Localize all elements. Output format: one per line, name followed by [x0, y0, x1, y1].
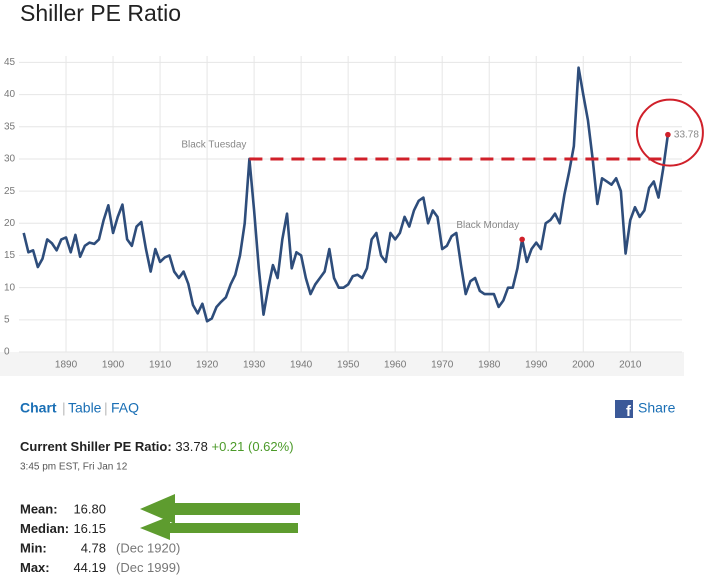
x-tick-label: 1990	[525, 360, 548, 371]
nav-sep: |	[62, 400, 66, 416]
y-tick-label: 30	[4, 154, 16, 165]
annotation-dot	[519, 236, 525, 243]
x-tick-label: 1920	[196, 360, 219, 371]
stat-date: (Dec 1999)	[116, 560, 180, 575]
y-tick-label: 20	[4, 218, 16, 229]
timestamp: 3:45 pm EST, Fri Jan 12	[20, 462, 128, 473]
series-line	[22, 66, 670, 323]
x-tick-label: 1980	[478, 360, 501, 371]
stat-value: 16.80	[73, 501, 106, 516]
green-arrow	[140, 516, 298, 540]
current-label: Current Shiller PE Ratio:	[20, 439, 172, 454]
nav-table[interactable]: Table	[68, 400, 102, 416]
x-tick-label: 2010	[619, 360, 642, 371]
nav-sep: |	[104, 400, 108, 416]
y-tick-label: 25	[4, 186, 16, 197]
y-tick-label: 45	[4, 57, 16, 68]
highlight-circle	[635, 98, 704, 167]
stat-value: 44.19	[73, 560, 106, 575]
y-tick-label: 5	[4, 314, 10, 325]
current-change: +0.21 (0.62%)	[212, 439, 294, 454]
current-line: Current Shiller PE Ratio: 33.78 +0.21 (0…	[20, 439, 294, 454]
y-tick-label: 0	[4, 347, 10, 358]
stat-label: Min:	[20, 540, 47, 555]
facebook-icon[interactable]	[615, 400, 633, 418]
stat-date: (Dec 1920)	[116, 540, 180, 555]
x-tick-label: 2000	[572, 360, 595, 371]
facebook-f: f	[626, 403, 632, 420]
annotation-label: Black Tuesday	[181, 140, 246, 151]
stat-value: 4.78	[81, 540, 106, 555]
x-tick-label: 1960	[384, 360, 407, 371]
share-link[interactable]: Share	[638, 400, 676, 416]
annotation-label: 33.78	[674, 129, 699, 140]
y-tick-label: 15	[4, 250, 16, 261]
chart-title: Shiller PE Ratio	[20, 0, 181, 26]
y-tick-label: 10	[4, 282, 16, 293]
x-tick-label: 1910	[149, 360, 172, 371]
green-arrow	[140, 494, 300, 524]
chart: 0 5 10 15 20 25 30 35 40 45 1890 1900 1910 1920 1930 19…	[4, 56, 704, 371]
nav-faq[interactable]: FAQ	[111, 400, 139, 416]
current-value: 33.78	[175, 439, 208, 454]
x-tick-label: 1890	[55, 360, 78, 371]
stat-label: Max:	[20, 560, 50, 575]
x-tick-label: 1940	[290, 360, 313, 371]
x-tick-label: 1970	[431, 360, 454, 371]
x-axis-band	[0, 352, 684, 376]
annotation-label: Black Monday	[456, 220, 519, 231]
stat-label: Mean:	[20, 501, 58, 516]
stat-value: 16.15	[73, 521, 106, 536]
y-tick-label: 35	[4, 121, 16, 132]
y-tick-label: 40	[4, 89, 16, 100]
x-tick-label: 1950	[337, 360, 360, 371]
nav-chart[interactable]: Chart	[20, 400, 57, 416]
stat-label: Median:	[20, 521, 69, 536]
stats: Mean: 16.80 Median: 16.15 Min: 4.78 (Dec 1920)…	[20, 501, 180, 575]
arrows	[140, 494, 300, 540]
annotation-dot	[665, 131, 671, 138]
x-tick-label: 1900	[102, 360, 125, 371]
x-tick-label: 1930	[243, 360, 266, 371]
